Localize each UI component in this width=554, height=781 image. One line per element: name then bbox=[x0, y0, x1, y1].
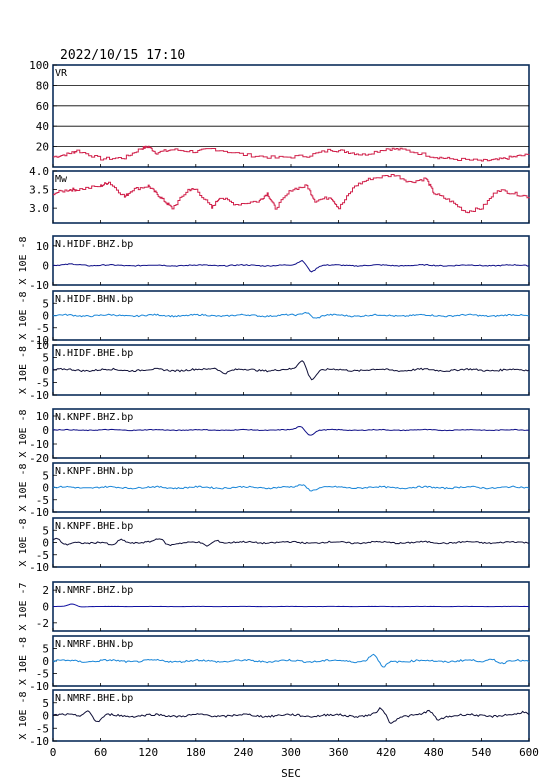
y-tick-label: 0 bbox=[42, 655, 49, 668]
y-tick-label: 5 bbox=[42, 524, 49, 537]
series-line-vr bbox=[53, 145, 530, 162]
y-tick-label: -10 bbox=[29, 389, 49, 402]
panel-label: N.NMRF.BHE.bp bbox=[55, 693, 133, 704]
y-tick-label: 0 bbox=[42, 537, 49, 550]
y-tick-label: 0 bbox=[42, 259, 49, 272]
x-tick-label: 360 bbox=[329, 746, 349, 759]
y-axis-label: X 10E -8 bbox=[18, 518, 29, 566]
x-tick-label: 0 bbox=[50, 746, 57, 759]
y-tick-label: 10 bbox=[36, 339, 49, 352]
panel-label: VR bbox=[55, 68, 68, 79]
y-tick-label: 10 bbox=[36, 410, 49, 423]
y-tick-label: -10 bbox=[29, 438, 49, 451]
y-axis-label: X 10E -8 bbox=[18, 346, 29, 394]
y-tick-label: -5 bbox=[36, 722, 49, 735]
y-tick-label: -5 bbox=[36, 377, 49, 390]
y-tick-label: 10 bbox=[36, 240, 49, 253]
y-tick-label: 4.0 bbox=[29, 165, 49, 178]
x-tick-label: 180 bbox=[186, 746, 206, 759]
series-line-n-hidf-bhz-bp bbox=[52, 259, 530, 273]
panel-label: N.HIDF.BHE.bp bbox=[55, 348, 133, 359]
series-line-n-nmrf-bhn-bp bbox=[52, 653, 530, 668]
y-tick-label: 0 bbox=[42, 364, 49, 377]
y-tick-label: -5 bbox=[36, 549, 49, 562]
y-axis-label: X 10E -8 bbox=[18, 236, 29, 284]
y-tick-label: 40 bbox=[36, 120, 49, 133]
panel-label: N.HIDF.BHN.bp bbox=[55, 294, 133, 305]
y-tick-label: 0 bbox=[42, 424, 49, 437]
y-tick-label: -2 bbox=[36, 617, 49, 630]
y-tick-label: 60 bbox=[36, 100, 49, 113]
y-tick-label: 20 bbox=[36, 141, 49, 154]
y-tick-label: 5 bbox=[42, 352, 49, 365]
datetime-header: 2022/10/15 17:10 bbox=[60, 48, 186, 63]
y-tick-label: -10 bbox=[29, 680, 49, 693]
y-tick-label: 0 bbox=[42, 310, 49, 323]
x-tick-label: 300 bbox=[281, 746, 301, 759]
series-line-n-knpf-bhn-bp bbox=[52, 484, 530, 492]
x-tick-label: 420 bbox=[376, 746, 396, 759]
series-line-n-nmrf-bhz-bp bbox=[52, 603, 530, 608]
y-tick-label: -10 bbox=[29, 561, 49, 574]
panel-label: N.KNPF.BHZ.bp bbox=[55, 412, 133, 423]
y-tick-label: -10 bbox=[29, 334, 49, 347]
y-axis-label: X 10E -8 bbox=[18, 637, 29, 685]
y-tick-label: -10 bbox=[29, 735, 49, 748]
y-tick-label: 0 bbox=[42, 482, 49, 495]
panel-label: N.KNPF.BHE.bp bbox=[55, 521, 133, 532]
y-tick-label: 5 bbox=[42, 469, 49, 482]
panel-label: N.HIDF.BHZ.bp bbox=[55, 239, 133, 250]
y-tick-label: -10 bbox=[29, 279, 49, 292]
panel-frame-vr bbox=[52, 64, 530, 168]
y-tick-label: -20 bbox=[29, 452, 49, 465]
x-tick-label: 480 bbox=[424, 746, 444, 759]
series-line-n-hidf-bhn-bp bbox=[52, 311, 530, 319]
x-tick-label: 60 bbox=[94, 746, 107, 759]
panel-label: N.NMRF.BHZ.bp bbox=[55, 585, 133, 596]
y-axis-label: X 10E -8 bbox=[18, 291, 29, 339]
y-tick-label: 0 bbox=[42, 710, 49, 723]
y-tick-label: 3.0 bbox=[29, 202, 49, 215]
series-line-n-nmrf-bhe-bp bbox=[52, 707, 530, 724]
y-tick-label: 5 bbox=[42, 297, 49, 310]
y-axis-label: X 10E -8 bbox=[18, 463, 29, 511]
y-tick-label: 3.5 bbox=[29, 184, 49, 197]
y-axis-label: X 10E -7 bbox=[18, 582, 29, 630]
y-tick-label: -5 bbox=[36, 494, 49, 507]
y-tick-label: -10 bbox=[29, 506, 49, 519]
x-tick-label: 600 bbox=[519, 746, 539, 759]
y-tick-label: 5 bbox=[42, 643, 49, 656]
series-line-mw bbox=[53, 173, 530, 214]
x-tick-label: 120 bbox=[138, 746, 158, 759]
y-tick-label: -5 bbox=[36, 668, 49, 681]
y-tick-label: 80 bbox=[36, 79, 49, 92]
y-tick-label: 2 bbox=[42, 584, 49, 597]
y-axis-label: X 10E -8 bbox=[18, 691, 29, 739]
x-tick-label: 240 bbox=[233, 746, 253, 759]
x-tick-label: 540 bbox=[471, 746, 491, 759]
series-line-n-knpf-bhz-bp bbox=[52, 426, 530, 436]
panel-label: Mw bbox=[55, 174, 68, 185]
y-tick-label: 5 bbox=[42, 697, 49, 710]
y-tick-label: 100 bbox=[29, 59, 49, 72]
series-line-n-knpf-bhe-bp bbox=[52, 537, 530, 547]
y-tick-label: -5 bbox=[36, 322, 49, 335]
y-tick-label: 0 bbox=[42, 601, 49, 614]
y-axis-label: X 10E -8 bbox=[18, 409, 29, 457]
panel-label: N.NMRF.BHN.bp bbox=[55, 639, 133, 650]
panel-label: N.KNPF.BHN.bp bbox=[55, 466, 133, 477]
x-axis-label: SEC bbox=[281, 767, 301, 780]
series-line-n-hidf-bhe-bp bbox=[52, 360, 530, 381]
